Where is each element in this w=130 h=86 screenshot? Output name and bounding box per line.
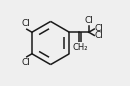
Text: Cl: Cl: [95, 31, 104, 40]
Text: Cl: Cl: [22, 19, 31, 28]
Text: Cl: Cl: [95, 24, 104, 33]
Text: CH₂: CH₂: [73, 43, 88, 52]
Text: Cl: Cl: [84, 16, 93, 25]
Text: Cl: Cl: [22, 58, 31, 67]
